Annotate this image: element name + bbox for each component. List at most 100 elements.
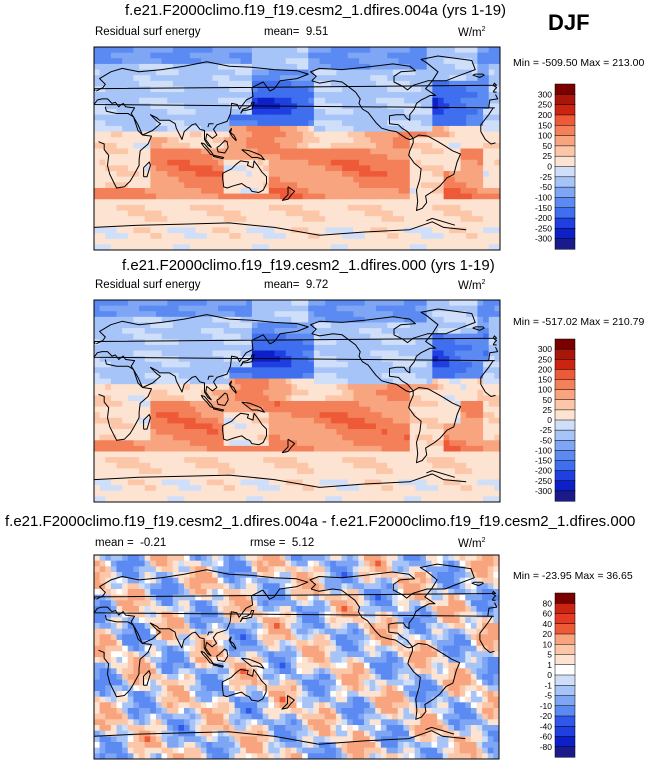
field-cell — [330, 86, 337, 93]
field-cell — [206, 80, 213, 87]
field-cell — [139, 109, 146, 116]
field-cell — [178, 131, 185, 138]
field-cell — [392, 204, 399, 212]
field-cell — [206, 429, 213, 436]
field-cell — [172, 395, 180, 402]
field-cell — [268, 333, 275, 340]
field-cell — [460, 311, 467, 318]
field-cell — [246, 131, 253, 138]
field-cell — [251, 417, 259, 424]
field-cell — [212, 238, 219, 245]
field-cell — [381, 210, 388, 217]
field-cell — [150, 417, 157, 424]
field-cell — [268, 131, 275, 138]
field-cell — [122, 412, 129, 419]
field-cell — [342, 216, 349, 223]
field-cell — [297, 142, 304, 149]
field-cell — [195, 63, 202, 71]
field-cell — [409, 445, 416, 452]
field-cell — [127, 75, 134, 82]
field-cell — [477, 350, 484, 357]
field-cell — [392, 125, 399, 133]
field-cell — [167, 210, 174, 217]
field-cell — [460, 300, 467, 307]
field-cell — [206, 86, 213, 93]
field-cell — [483, 451, 490, 458]
field-cell — [212, 356, 219, 363]
field-cell — [364, 445, 371, 452]
field-cell — [375, 210, 383, 217]
field-cell — [415, 406, 422, 413]
field-cell — [195, 80, 202, 87]
field-cell — [263, 395, 270, 402]
field-cell — [246, 109, 253, 116]
field-cell — [483, 103, 490, 110]
field-cell — [313, 109, 321, 116]
field-cell — [415, 457, 422, 464]
field-cell — [375, 372, 383, 380]
field-cell — [150, 238, 157, 245]
field-cell — [178, 434, 185, 441]
field-cell — [483, 429, 490, 436]
field-cell — [460, 244, 467, 251]
field-cell — [234, 69, 242, 76]
field-cell — [297, 462, 304, 469]
field-cell — [257, 372, 264, 380]
field-cell — [229, 120, 236, 127]
field-cell — [297, 429, 304, 436]
field-cell — [477, 440, 484, 447]
field-cell — [212, 165, 219, 172]
field-cell — [99, 434, 106, 441]
field-cell — [257, 47, 264, 54]
field-cell — [184, 92, 191, 99]
field-cell — [291, 204, 298, 212]
field-cell — [201, 462, 208, 469]
field-cell — [421, 401, 428, 408]
field-cell — [409, 468, 416, 475]
field-cell — [144, 417, 151, 424]
field-cell — [201, 103, 208, 110]
field-cell — [189, 238, 196, 245]
field-cell — [291, 434, 298, 441]
field-cell — [251, 58, 259, 65]
field-cell — [246, 47, 253, 54]
field-cell — [94, 114, 101, 121]
field-cell — [426, 109, 433, 116]
field-cell — [364, 142, 371, 149]
field-cell — [144, 468, 151, 475]
field-cell — [189, 148, 196, 155]
field-cell — [257, 434, 264, 441]
field-cell — [251, 395, 259, 402]
field-cell — [184, 322, 191, 329]
field-cell — [387, 86, 394, 93]
field-cell — [387, 457, 394, 464]
field-cell — [144, 80, 151, 87]
field-cell — [488, 468, 495, 475]
field-cell — [359, 333, 366, 340]
field-cell — [409, 216, 416, 223]
field-cell — [308, 154, 315, 161]
field-cell — [291, 412, 298, 419]
field-cell — [437, 244, 445, 251]
field-cell — [127, 457, 134, 464]
field-cell — [99, 69, 106, 76]
field-cell — [206, 187, 213, 195]
field-cell — [139, 344, 146, 351]
field-cell — [387, 378, 394, 385]
field-cell — [240, 462, 247, 469]
field-cell — [144, 361, 151, 368]
field-cell — [229, 125, 236, 133]
field-cell — [330, 221, 337, 228]
field-cell — [466, 417, 473, 424]
field-cell — [161, 80, 168, 87]
field-cell — [443, 75, 450, 82]
field-cell — [432, 412, 439, 419]
field-cell — [189, 361, 196, 368]
field-cell — [246, 204, 253, 212]
field-cell — [308, 395, 315, 402]
field-cell — [218, 233, 225, 240]
field-cell — [94, 451, 101, 458]
field-cell — [223, 204, 230, 212]
field-cell — [460, 462, 467, 469]
field-cell — [336, 187, 343, 195]
